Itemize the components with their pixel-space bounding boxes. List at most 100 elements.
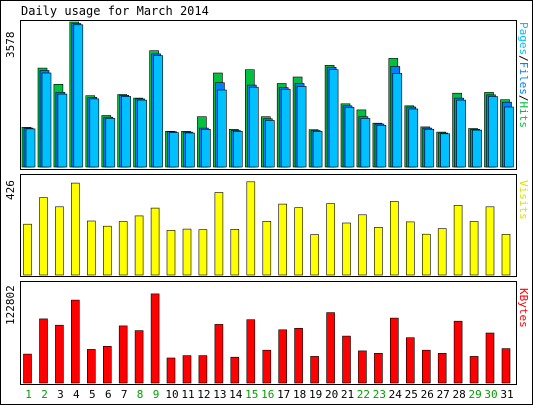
day-labels: 1 2 3 4 5 6 7 8 9 10 11 12 13 14 15 16 17 18 19 20 21 22 23 24 2… — [25, 388, 513, 401]
day-label-28: 28 — [452, 388, 465, 401]
day-label-8: 8 — [137, 388, 144, 401]
hits-ylabel-files: Files — [517, 62, 530, 95]
hits-ylabel-sep2: / — [517, 95, 530, 102]
day-label-20: 20 — [325, 388, 338, 401]
pages-bar-24 — [392, 73, 403, 168]
visits-bar-19 — [310, 234, 319, 276]
kbytes-panel-frame — [20, 281, 517, 385]
pages-bar-23 — [376, 125, 387, 168]
day-label-3: 3 — [57, 388, 64, 401]
visits-bar-23 — [374, 227, 383, 276]
day-label-16: 16 — [261, 388, 274, 401]
hits-panel-frame — [20, 20, 517, 170]
hits-ylabel: Pages/Files/Hits — [517, 22, 530, 128]
day-label-29: 29 — [468, 388, 481, 401]
pages-bar-6 — [105, 118, 116, 168]
kbytes-bar-5 — [87, 349, 96, 384]
visits-bar-28 — [453, 205, 463, 276]
visits-bar-12 — [198, 229, 208, 276]
kbytes-bar-18 — [294, 327, 303, 384]
kbytes-bar-26 — [421, 349, 431, 384]
chart-title: Daily usage for March 2014 — [21, 4, 209, 18]
pages-bar-1 — [25, 128, 36, 168]
day-label-30: 30 — [484, 388, 497, 401]
visits-bar-13 — [214, 192, 224, 276]
day-label-10: 10 — [165, 388, 178, 401]
visits-bar-9 — [150, 207, 160, 276]
kbytes-bar-29 — [469, 356, 479, 384]
kbytes-bar-17 — [278, 329, 288, 384]
kbytes-bar-27 — [437, 352, 447, 384]
kbytes-bar-8 — [134, 330, 144, 384]
visits-bar-16 — [262, 221, 272, 276]
kbytes-bar-3 — [55, 324, 64, 384]
kbytes-bar-1 — [23, 353, 32, 384]
visits-bar-17 — [278, 203, 288, 276]
visits-bar-15 — [246, 181, 256, 276]
visits-bar-25 — [405, 221, 415, 276]
visits-bar-2 — [39, 197, 48, 276]
kbytes-bar-25 — [405, 337, 415, 384]
pages-bar-28 — [456, 99, 466, 168]
kbytes-bar-9 — [150, 293, 160, 384]
kbytes-bar-19 — [310, 356, 319, 384]
visits-bar-24 — [389, 201, 399, 276]
day-label-2: 2 — [41, 388, 48, 401]
day-label-1: 1 — [25, 388, 32, 401]
pages-bar-20 — [328, 69, 339, 168]
kbytes-bar-12 — [198, 355, 208, 384]
pages-bar-27 — [440, 133, 451, 168]
pages-bar-5 — [89, 98, 100, 168]
kbytes-ylabel: KBytes — [517, 288, 530, 328]
visits-panel-frame — [20, 174, 517, 277]
kbytes-bar-20 — [326, 312, 335, 384]
visits-bar-11 — [182, 228, 192, 276]
day-label-25: 25 — [405, 388, 418, 401]
day-label-7: 7 — [121, 388, 128, 401]
day-label-6: 6 — [105, 388, 112, 401]
visits-bar-1 — [23, 223, 32, 276]
visits-bar-7 — [118, 221, 128, 276]
kbytes-bar-23 — [374, 352, 383, 384]
kbytes-bar-15 — [246, 319, 256, 384]
visits-bars — [23, 181, 511, 276]
visits-ylabel: Visits — [517, 180, 530, 220]
kbytes-bar-31 — [501, 348, 511, 384]
pages-bar-3 — [57, 93, 68, 168]
pages-bar-4 — [73, 24, 84, 168]
day-label-5: 5 — [89, 388, 96, 401]
kbytes-bar-4 — [71, 299, 80, 384]
visits-bar-31 — [501, 234, 511, 276]
visits-bar-4 — [71, 182, 80, 276]
visits-max-label: 426 — [4, 180, 17, 200]
day-label-13: 13 — [213, 388, 226, 401]
day-label-23: 23 — [373, 388, 386, 401]
pages-bar-14 — [233, 131, 243, 168]
pages-bar-15 — [249, 86, 259, 168]
pages-bar-19 — [312, 131, 323, 168]
hits-bars — [21, 21, 514, 168]
visits-bar-3 — [55, 206, 64, 276]
visits-bar-30 — [485, 206, 495, 276]
visits-bar-14 — [230, 229, 240, 276]
day-label-26: 26 — [421, 388, 434, 401]
hits-ylabel-hits: Hits — [517, 102, 530, 129]
visits-bar-29 — [469, 221, 479, 276]
kbytes-bar-28 — [453, 320, 463, 384]
visits-bar-8 — [134, 215, 144, 276]
visits-bar-27 — [437, 228, 447, 276]
pages-bar-25 — [408, 108, 419, 168]
pages-bar-21 — [344, 107, 355, 168]
kbytes-bar-24 — [389, 317, 399, 384]
pages-bar-12 — [201, 129, 211, 168]
visits-bar-5 — [87, 220, 96, 276]
kbytes-bar-13 — [214, 324, 224, 384]
hits-ylabel-pages: Pages — [517, 22, 530, 55]
kbytes-bar-7 — [118, 325, 128, 384]
pages-bar-18 — [296, 86, 307, 168]
day-label-31: 31 — [500, 388, 513, 401]
pages-bar-26 — [424, 129, 435, 168]
